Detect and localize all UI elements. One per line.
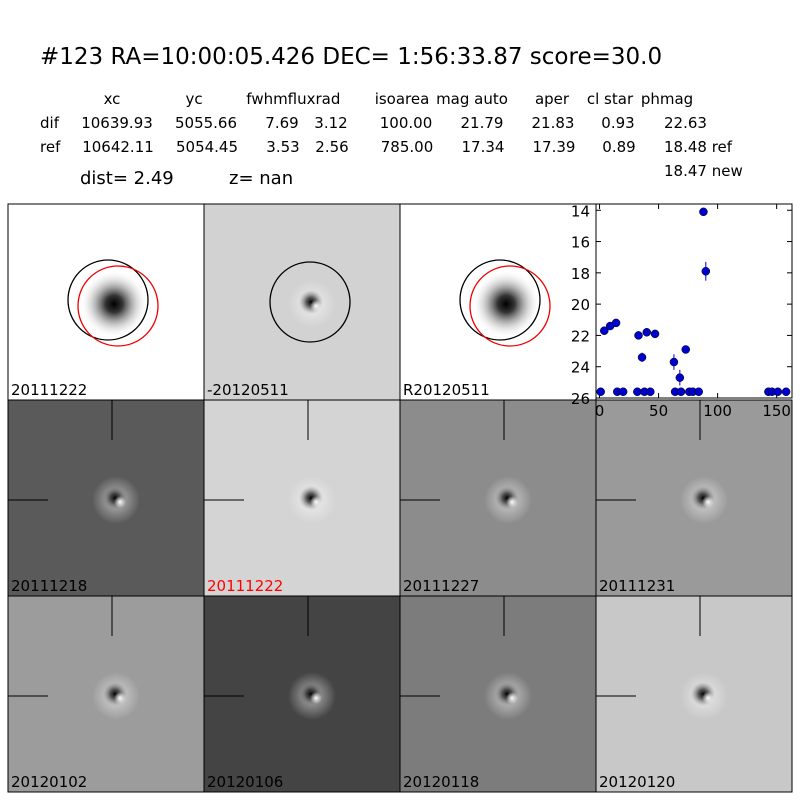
star-image xyxy=(472,270,540,338)
table-cell: 10639.93 xyxy=(81,114,153,132)
y-tick-label: 22 xyxy=(571,327,590,345)
table-cell: 3.53 xyxy=(266,138,299,156)
data-point xyxy=(596,387,605,396)
column-header: xc xyxy=(104,90,121,108)
title: #123 RA=10:00:05.426 DEC= 1:56:33.87 sco… xyxy=(40,44,662,70)
x-tick-label: 0 xyxy=(595,402,605,420)
y-tick-label: 24 xyxy=(571,359,590,377)
table-cell: 0.89 xyxy=(602,138,635,156)
aperture-ref xyxy=(269,261,351,343)
data-point xyxy=(646,387,655,396)
column-header: fluxrad xyxy=(288,90,341,108)
row-label: dif xyxy=(40,114,60,132)
data-point xyxy=(694,387,703,396)
column-header: phmag xyxy=(641,90,693,108)
data-point xyxy=(675,373,685,382)
data-point xyxy=(699,207,708,217)
data-point xyxy=(611,318,621,328)
data-point xyxy=(600,326,609,335)
table-cell: 0.93 xyxy=(601,114,634,132)
residual-bright xyxy=(506,496,518,508)
panel-label: 20111231 xyxy=(599,577,675,595)
star-image xyxy=(80,270,148,338)
y-tick-label: 20 xyxy=(571,296,590,314)
panel-label: 20111218 xyxy=(11,577,87,595)
plot-area xyxy=(595,203,793,399)
table-cell: 21.79 xyxy=(461,114,504,132)
dist: dist= 2.49 xyxy=(80,168,174,189)
table-cell: 17.34 xyxy=(462,138,505,156)
data-point xyxy=(676,387,686,396)
aperture-new xyxy=(469,265,551,347)
column-header: isoarea xyxy=(375,90,430,108)
table-cell: 22.63 xyxy=(664,114,707,132)
panel-label: R20120511 xyxy=(403,381,490,399)
table-cell: 10642.11 xyxy=(82,138,154,156)
column-header: mag auto xyxy=(436,90,508,108)
table-cell: 2.56 xyxy=(315,138,348,156)
table-cell: 18.48 ref xyxy=(664,138,733,156)
z: z= nan xyxy=(229,168,293,189)
data-point xyxy=(781,387,791,396)
row-label: ref xyxy=(40,138,61,156)
column-header: yc xyxy=(185,90,202,108)
panel-label: -20120511 xyxy=(207,381,289,399)
residual-bright xyxy=(114,692,126,704)
residual-bright xyxy=(702,496,714,508)
aperture-new xyxy=(77,265,159,347)
y-tick-label: 14 xyxy=(571,202,590,220)
panel-label: 20120106 xyxy=(207,773,283,791)
x-tick-label: 100 xyxy=(703,402,732,420)
residual-bright xyxy=(506,692,518,704)
data-point xyxy=(681,345,690,354)
table-cell: 5054.45 xyxy=(176,138,238,156)
panel-label: 20111222 xyxy=(11,381,87,399)
data-point xyxy=(633,387,642,396)
aperture-ref xyxy=(459,259,541,341)
table-cell: 5055.66 xyxy=(175,114,237,132)
x-tick-label: 50 xyxy=(649,402,668,420)
data-point xyxy=(637,353,647,362)
data-point xyxy=(642,328,652,337)
panel-label: 20120120 xyxy=(599,773,675,791)
column-header: fwhm xyxy=(246,90,287,108)
data-point xyxy=(650,329,660,339)
table-cell: 17.39 xyxy=(533,138,576,156)
panel-label: 20111227 xyxy=(403,577,479,595)
table-cell: 100.00 xyxy=(380,114,433,132)
residual-bright xyxy=(114,496,126,508)
aperture-ref xyxy=(67,259,149,341)
data-point xyxy=(634,331,643,340)
phmag-extra: 18.47 new xyxy=(664,162,743,180)
table-cell: 21.83 xyxy=(532,114,575,132)
data-point xyxy=(669,357,679,367)
data-point xyxy=(618,387,628,396)
residual-bright xyxy=(310,692,322,704)
table-cell: 3.12 xyxy=(314,114,347,132)
y-tick-label: 16 xyxy=(571,234,590,252)
column-header: aper xyxy=(535,90,570,108)
residual-bright xyxy=(702,692,714,704)
table-cell: 785.00 xyxy=(381,138,434,156)
residual-bright xyxy=(310,496,322,508)
table-cell: 7.69 xyxy=(265,114,298,132)
residual-bright xyxy=(310,300,322,312)
y-tick-label: 26 xyxy=(571,390,590,408)
data-point xyxy=(773,387,783,396)
x-tick-label: 150 xyxy=(762,402,791,420)
y-tick-label: 18 xyxy=(571,265,590,283)
data-point xyxy=(701,267,711,276)
panel-label: 20120118 xyxy=(403,773,479,791)
panel-label: 20111222 xyxy=(207,577,283,595)
panel-label: 20120102 xyxy=(11,773,87,791)
column-header: cl star xyxy=(587,90,634,108)
